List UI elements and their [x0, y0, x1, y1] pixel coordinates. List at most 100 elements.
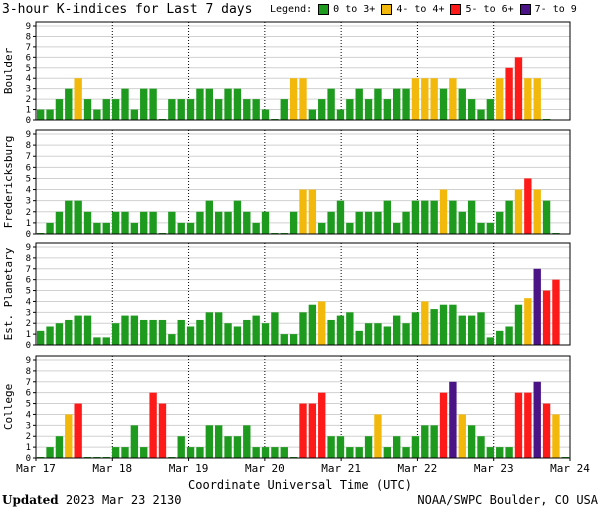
k-index-bar — [524, 78, 532, 120]
k-index-bar — [524, 298, 532, 345]
k-index-bar — [439, 88, 448, 120]
k-index-bar — [393, 222, 401, 234]
y-tick-label: 6 — [26, 53, 31, 63]
x-tick-label: Mar 17 — [16, 462, 56, 475]
k-index-bar — [467, 200, 476, 234]
legend-item-label: 4- to 4+ — [396, 4, 445, 15]
k-index-bar — [318, 99, 326, 120]
k-index-bar — [467, 99, 476, 120]
legend-label: Legend: — [270, 4, 313, 15]
k-index-bar — [233, 200, 242, 234]
k-index-bar — [346, 312, 354, 345]
x-tick-label: Mar 24 — [550, 462, 590, 475]
y-tick-label: 9 — [26, 243, 31, 253]
k-index-bar — [74, 78, 82, 120]
k-index-bar — [74, 315, 82, 345]
k-index-bar — [505, 326, 513, 345]
k-index-bar — [111, 323, 120, 345]
k-index-bar — [299, 312, 307, 345]
k-index-bar — [149, 392, 157, 458]
k-index-bar — [46, 222, 54, 234]
k-index-bar — [514, 304, 523, 345]
k-index-bar — [121, 211, 129, 234]
k-index-bar — [496, 78, 504, 120]
k-index-bar — [243, 99, 251, 120]
x-axis-label: Coordinate Universal Time (UTC) — [188, 478, 412, 492]
k-index-bar — [224, 323, 232, 345]
k-index-bar — [177, 222, 185, 234]
k-index-bar — [261, 109, 270, 120]
legend-swatch-yellow — [381, 4, 393, 15]
k-index-bar — [243, 211, 251, 234]
k-index-bar — [393, 315, 401, 345]
k-index-bar — [37, 109, 45, 120]
k-index-bar — [355, 447, 363, 458]
legend-swatch-red — [450, 4, 462, 15]
updated-value: 2023 Mar 23 2130 — [65, 493, 182, 507]
k-index-bar — [346, 447, 354, 458]
k-index-bar — [74, 403, 82, 458]
y-tick-label: 3 — [26, 197, 31, 207]
k-index-bar — [93, 337, 101, 345]
k-index-bar — [196, 211, 204, 234]
plot-frame — [35, 129, 571, 235]
plot-frame — [35, 355, 571, 459]
k-index-bar — [149, 211, 157, 234]
k-index-bar — [65, 200, 73, 234]
k-index-bar — [130, 222, 139, 234]
k-index-bar — [449, 200, 457, 234]
k-index-bar — [402, 323, 410, 345]
k-index-bar — [411, 78, 420, 120]
x-tick-label: Mar 22 — [398, 462, 438, 475]
k-index-bar — [140, 88, 148, 120]
legend-item-label: 5- to 6+ — [465, 4, 514, 15]
panel-label: Fredericksburg — [2, 136, 15, 229]
k-index-bar — [168, 334, 176, 345]
k-index-bar — [130, 315, 139, 345]
k-index-bar — [533, 189, 541, 234]
y-tick-label: 3 — [26, 308, 31, 318]
k-index-bar — [430, 309, 438, 345]
k-index-bar — [552, 279, 560, 345]
k-index-bar — [93, 222, 101, 234]
k-index-bar — [158, 319, 167, 345]
legend-swatch-purple — [519, 4, 531, 15]
y-tick-label: 9 — [26, 130, 31, 140]
k-index-bar — [449, 78, 457, 120]
k-index-bar — [215, 211, 223, 234]
k-index-bar — [402, 211, 410, 234]
k-index-bar — [486, 447, 495, 458]
k-index-bar — [430, 200, 438, 234]
k-index-bar — [542, 290, 551, 345]
k-index-bar — [205, 425, 213, 458]
y-tick-label: 1 — [26, 219, 31, 229]
k-index-bar — [186, 326, 195, 345]
k-index-bar — [280, 334, 288, 345]
panel-label: Boulder — [2, 47, 15, 94]
k-index-bar — [308, 304, 317, 345]
plot-frame — [35, 242, 571, 346]
k-index-bar — [308, 403, 317, 458]
k-index-bar — [355, 88, 363, 120]
k-index-bar — [111, 211, 120, 234]
k-index-bar — [252, 99, 260, 120]
k-index-bar — [271, 447, 279, 458]
k-index-bar — [430, 425, 438, 458]
k-index-bar — [149, 88, 157, 120]
k-index-bar — [83, 211, 92, 234]
k-index-bar — [524, 178, 532, 234]
y-tick-label: 9 — [26, 22, 31, 32]
x-tick-label: Mar 19 — [169, 462, 209, 475]
k-index-bar — [533, 78, 541, 120]
k-index-bar — [308, 109, 317, 120]
k-index-bar — [496, 211, 504, 234]
k-index-bar — [121, 315, 129, 345]
k-index-bar — [533, 268, 541, 345]
k-index-bar — [346, 99, 354, 120]
y-tick-label: 2 — [26, 319, 31, 329]
legend-item-quiet: 0 to 3+ — [318, 4, 375, 15]
y-tick-label: 5 — [26, 174, 31, 184]
k-index-bar — [252, 315, 260, 345]
k-index-bar — [177, 436, 185, 458]
